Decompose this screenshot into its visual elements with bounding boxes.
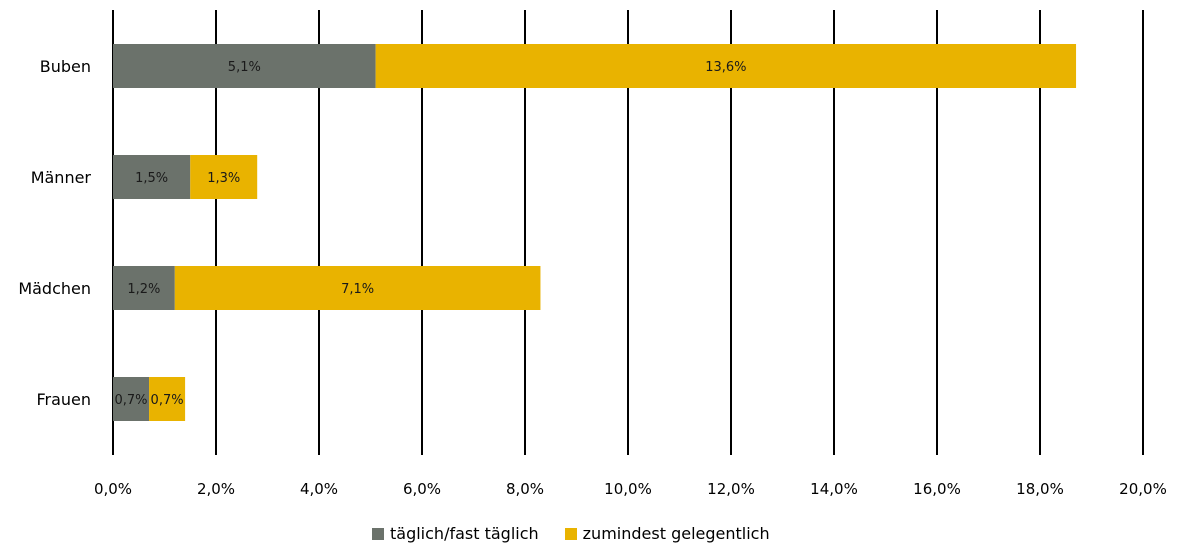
bar-value-label: 5,1% xyxy=(228,60,261,75)
category-label: Mädchen xyxy=(18,279,91,298)
legend: täglich/fast täglich zumindest gelegentl… xyxy=(372,524,796,543)
legend-item-daily: täglich/fast täglich xyxy=(372,524,539,543)
x-tick-label: 12,0% xyxy=(707,480,755,498)
x-tick-label: 8,0% xyxy=(506,480,544,498)
x-tick-label: 4,0% xyxy=(300,480,338,498)
x-tick-label: 0,0% xyxy=(94,480,132,498)
x-tick-label: 14,0% xyxy=(810,480,858,498)
x-tick-label: 18,0% xyxy=(1016,480,1064,498)
x-tick-label: 6,0% xyxy=(403,480,441,498)
bars xyxy=(113,44,1077,421)
legend-label-daily: täglich/fast täglich xyxy=(390,524,539,543)
bar-value-label: 13,6% xyxy=(705,60,746,75)
x-tick-label: 16,0% xyxy=(913,480,961,498)
bar-value-label: 7,1% xyxy=(341,282,374,297)
x-axis-tick-labels: 0,0% 2,0% 4,0% 6,0% 8,0% 10,0% 12,0% 14,0% 16,0%… xyxy=(94,480,1167,498)
category-label: Frauen xyxy=(36,390,91,409)
category-label: Männer xyxy=(31,168,92,187)
bar-segment xyxy=(113,377,150,421)
legend-swatch-daily xyxy=(372,527,384,540)
bar-segment xyxy=(174,266,541,310)
bar-segment xyxy=(113,44,376,88)
legend-swatch-occasional xyxy=(564,527,577,540)
bar-value-label: 1,5% xyxy=(135,171,168,186)
bar-segment xyxy=(113,266,175,310)
x-tick-label: 10,0% xyxy=(604,480,652,498)
bar-segment xyxy=(113,155,191,199)
category-label: Buben xyxy=(40,57,91,76)
x-tick-label: 20,0% xyxy=(1119,480,1167,498)
legend-label-occasional: zumindest gelegentlich xyxy=(582,524,770,543)
bar-value-label: 0,7% xyxy=(115,393,148,408)
bar-value-label: 1,2% xyxy=(127,282,160,297)
x-tick-label: 2,0% xyxy=(197,480,235,498)
bar-segment xyxy=(375,44,1077,88)
bar-value-label: 0,7% xyxy=(151,393,184,408)
legend-item-occasional: zumindest gelegentlich xyxy=(564,524,770,543)
bar-value-label: 1,3% xyxy=(207,171,240,186)
category-labels: Buben Männer Mädchen Frauen xyxy=(18,57,91,409)
bar-segment xyxy=(149,377,186,421)
bar-segment xyxy=(190,155,258,199)
bar-labels: 5,1% 13,6% 1,5% 1,3% 1,2% 7,1% 0,7% 0,7% xyxy=(115,60,747,408)
